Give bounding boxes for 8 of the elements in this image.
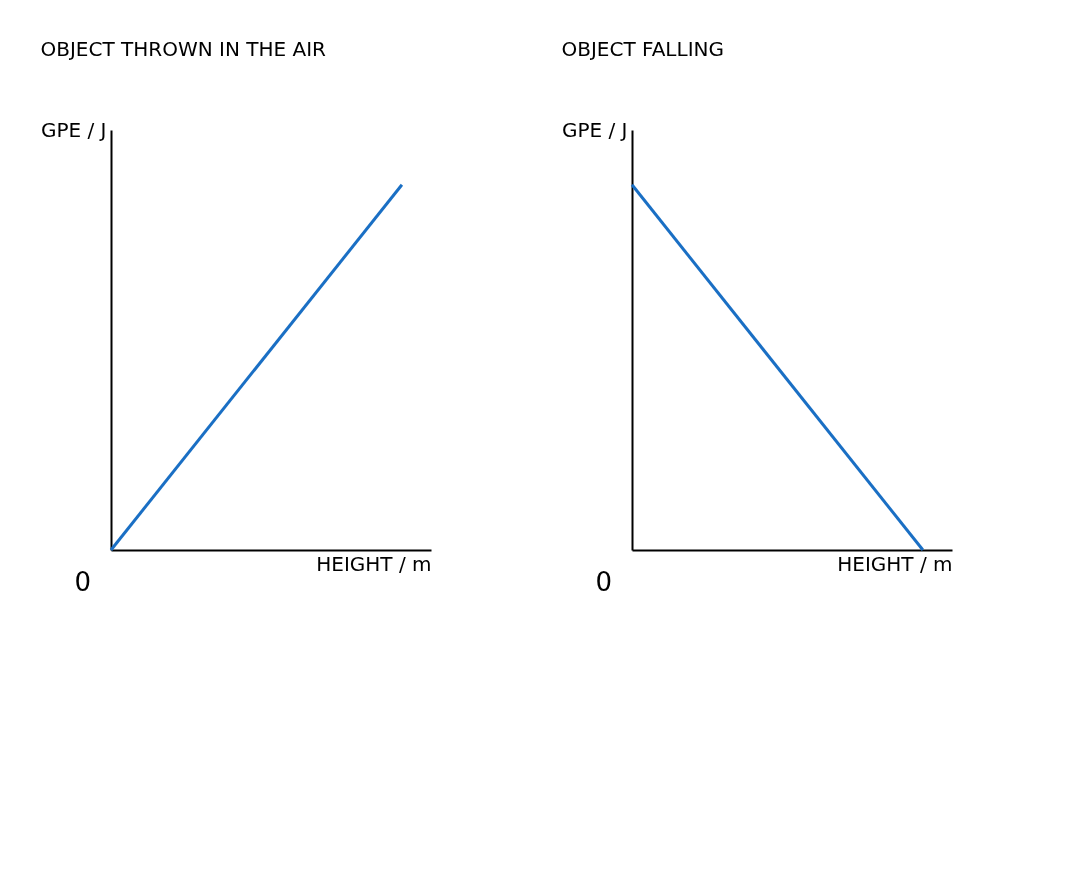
x-axis-title: HEIGHT / m [316, 551, 432, 576]
x-axis-title: HEIGHT / m [837, 551, 953, 576]
chart-title: OBJECT FALLING [561, 37, 724, 61]
text: 0 [74, 567, 91, 597]
chart-title: OBJECT THROWN IN THE AIR [40, 37, 327, 61]
y-axis-title: GPE / J [561, 117, 628, 142]
text: 0 [595, 567, 612, 597]
y-axis-title: GPE / J [40, 117, 107, 142]
